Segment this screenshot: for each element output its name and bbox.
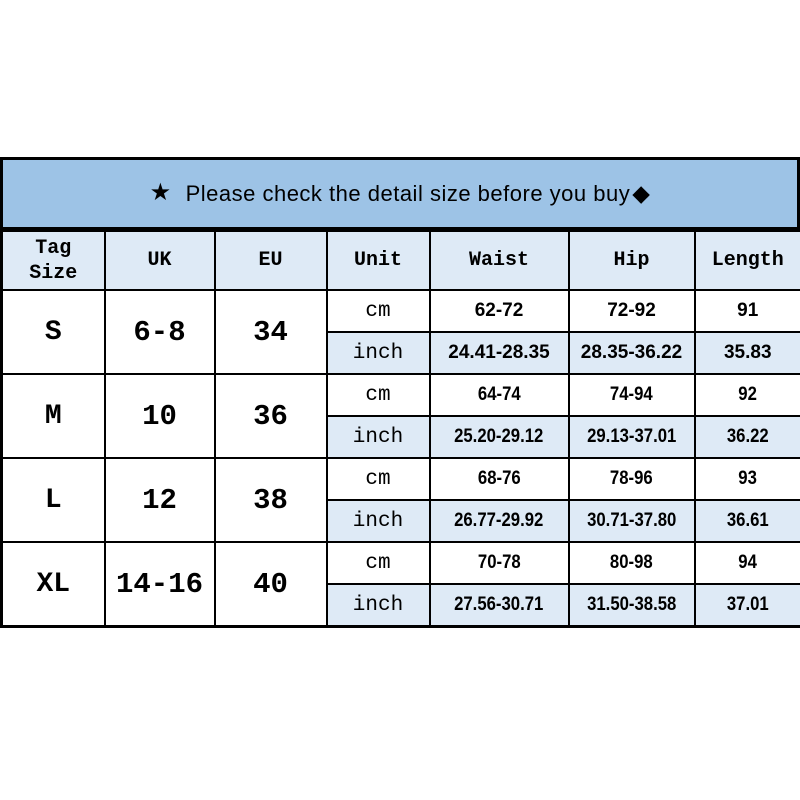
cell-s-hip-inch: 28.35-36.22 (567, 331, 696, 375)
table-row-xl-inch: inch 27.56-30.71 31.50-38.58 37.01 (2, 583, 800, 628)
cell-l-hip-inch: 30.71-37.80 (567, 499, 696, 543)
header-cell-unit: Unit (325, 229, 431, 291)
cell-s-waist-cm: 62-72 (428, 289, 570, 333)
cell-s-unit-cm: cm (325, 289, 431, 333)
header-cell-length: Length (693, 229, 800, 291)
notice-banner: ★ Please check the detail size before yo… (0, 157, 800, 229)
table-row-s-inch: inch 24.41-28.35 28.35-36.22 35.83 (2, 331, 800, 375)
cell-l-uk: 12 (103, 457, 216, 543)
cell-xl-waist-cm: 70-78 (428, 541, 570, 585)
star-icon: ★ (149, 179, 172, 206)
header-cell-hip: Hip (567, 229, 696, 291)
cell-m-length-cm: 92 (693, 373, 800, 417)
cell-m-eu: 36 (213, 373, 328, 459)
cell-s-tag: S (0, 289, 106, 375)
table-row-m-inch: inch 25.20-29.12 29.13-37.01 36.22 (2, 415, 800, 459)
cell-s-unit-inch: inch (325, 331, 431, 375)
header-cell-eu: EU (213, 229, 328, 291)
diamond-icon: ◆ (632, 180, 651, 206)
table-row-s-cm: S 6-8 34 cm 62-72 72-92 91 (0, 289, 800, 375)
cell-m-uk: 10 (103, 373, 216, 459)
cell-l-eu: 38 (213, 457, 328, 543)
header-cell-waist: Waist (428, 229, 570, 291)
cell-s-uk: 6-8 (103, 289, 216, 375)
cell-xl-length-inch: 37.01 (693, 583, 800, 628)
cell-s-length-inch: 35.83 (693, 331, 800, 375)
header-cell-tag-size: Tag Size (0, 229, 106, 291)
table-row-xl-cm: XL 14-16 40 cm 70-78 80-98 94 (0, 541, 800, 628)
cell-xl-hip-cm: 80-98 (567, 541, 696, 585)
cell-l-length-inch: 36.61 (693, 499, 800, 543)
notice-text: Please check the detail size before you … (185, 180, 631, 206)
cell-s-hip-cm: 72-92 (567, 289, 696, 333)
table-row-m-cm: M 10 36 cm 64-74 74-94 92 (0, 373, 800, 459)
cell-l-unit-inch: inch (325, 499, 431, 543)
cell-l-tag: L (0, 457, 106, 543)
table-row-l-cm: L 12 38 cm 68-76 78-96 93 (0, 457, 800, 543)
cell-m-waist-inch: 25.20-29.12 (428, 415, 570, 459)
cell-xl-unit-cm: cm (325, 541, 431, 585)
header-cell-uk: UK (103, 229, 216, 291)
cell-xl-hip-inch: 31.50-38.58 (567, 583, 696, 628)
cell-m-length-inch: 36.22 (693, 415, 800, 459)
cell-l-unit-cm: cm (325, 457, 431, 501)
cell-xl-waist-inch: 27.56-30.71 (428, 583, 570, 628)
table-row-l-inch: inch 26.77-29.92 30.71-37.80 36.61 (2, 499, 800, 543)
cell-m-hip-inch: 29.13-37.01 (567, 415, 696, 459)
cell-l-waist-cm: 68-76 (428, 457, 570, 501)
header-row: Tag Size UK EU Unit Waist Hip Length (0, 229, 800, 291)
cell-l-waist-inch: 26.77-29.92 (428, 499, 570, 543)
cell-m-unit-inch: inch (325, 415, 431, 459)
cell-s-waist-inch: 24.41-28.35 (428, 331, 570, 375)
size-chart: ★ Please check the detail size before yo… (0, 157, 800, 628)
cell-l-length-cm: 93 (693, 457, 800, 501)
cell-m-tag: M (0, 373, 106, 459)
cell-xl-tag: XL (0, 541, 106, 628)
cell-s-eu: 34 (213, 289, 328, 375)
cell-m-hip-cm: 74-94 (567, 373, 696, 417)
cell-xl-eu: 40 (213, 541, 328, 628)
cell-l-hip-cm: 78-96 (567, 457, 696, 501)
cell-s-length-cm: 91 (693, 289, 800, 333)
cell-xl-uk: 14-16 (103, 541, 216, 628)
cell-xl-unit-inch: inch (325, 583, 431, 628)
cell-m-waist-cm: 64-74 (428, 373, 570, 417)
cell-xl-length-cm: 94 (693, 541, 800, 585)
size-chart-table: Tag Size UK EU Unit Waist Hip Length S 6… (0, 229, 800, 628)
cell-m-unit-cm: cm (325, 373, 431, 417)
